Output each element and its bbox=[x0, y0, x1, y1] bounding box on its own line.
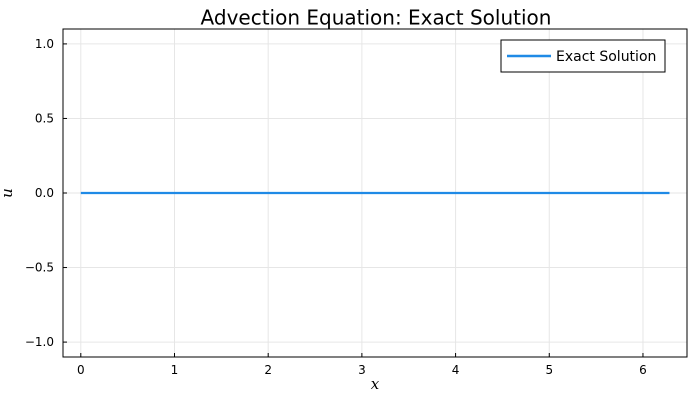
y-tick-label: 1.0 bbox=[35, 37, 54, 51]
x-tick-label: 4 bbox=[452, 363, 460, 377]
y-axis-label: u bbox=[0, 188, 16, 198]
x-tick-label: 3 bbox=[358, 363, 366, 377]
y-tick-label: 0.5 bbox=[35, 111, 54, 125]
x-tick-label: 6 bbox=[639, 363, 647, 377]
legend-label: Exact Solution bbox=[556, 49, 656, 65]
y-tick-label: −0.5 bbox=[25, 261, 54, 275]
x-tick-label: 1 bbox=[171, 363, 179, 377]
x-tick-label: 2 bbox=[264, 363, 272, 377]
ticks: 0 1 2 3 4 5 6 −1.0 −0.5 0.0 0.5 1.0 bbox=[25, 37, 647, 377]
chart-title: Advection Equation: Exact Solution bbox=[201, 6, 552, 30]
x-tick-label: 0 bbox=[77, 363, 85, 377]
legend: Exact Solution bbox=[500, 39, 666, 73]
x-tick-label: 5 bbox=[545, 363, 553, 377]
y-tick-label: −1.0 bbox=[25, 335, 54, 349]
y-tick-label: 0.0 bbox=[35, 186, 54, 200]
x-axis-label: x bbox=[371, 375, 380, 393]
